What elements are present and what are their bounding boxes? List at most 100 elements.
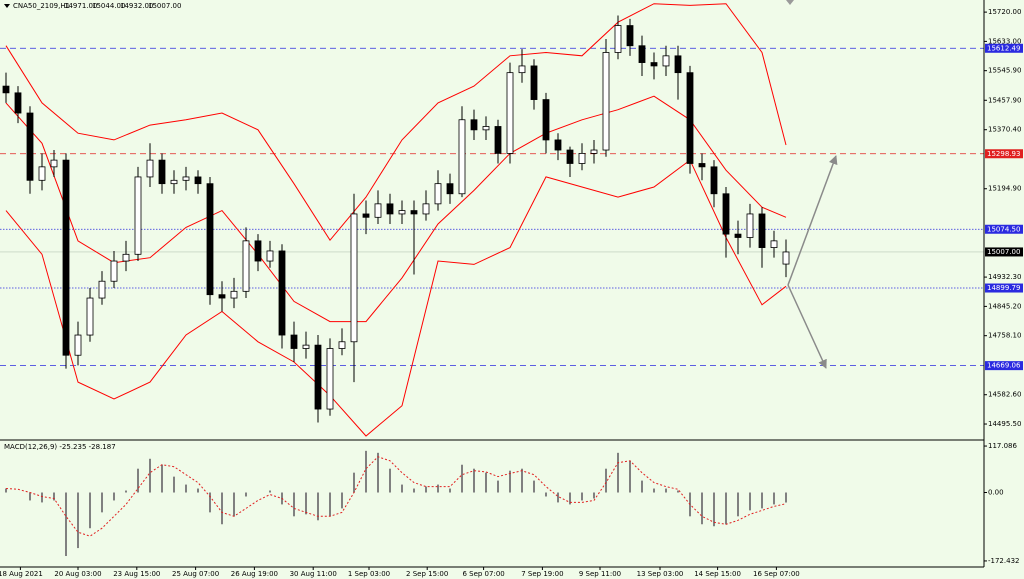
x-tick-label: 18 Aug 2021 — [0, 570, 43, 578]
bollinger-upper — [5, 3, 787, 242]
chart-title: CNA50_2109,H1 — [13, 2, 70, 10]
macd-bar — [77, 492, 79, 549]
macd-bar — [713, 492, 715, 527]
macd-bar — [341, 492, 343, 509]
macd-bar — [749, 492, 751, 511]
macd-bar — [665, 488, 667, 493]
candle-body — [50, 159, 58, 168]
candle-body — [470, 119, 478, 131]
candle-body — [530, 65, 538, 100]
candle-body — [74, 334, 82, 356]
candle-body — [326, 348, 334, 410]
candle-body — [194, 176, 202, 185]
candle-body — [506, 72, 514, 154]
macd-y-tick-label: 0.00 — [988, 489, 1004, 497]
macd-signal — [5, 456, 787, 537]
title-value: 14932.00 — [120, 2, 153, 10]
level-tag — [985, 247, 1023, 257]
menu-icon[interactable] — [4, 4, 10, 8]
candle-body — [278, 250, 286, 336]
macd-bar — [197, 488, 199, 493]
level-tag — [985, 43, 1023, 53]
level-label: 15007.00 — [987, 248, 1020, 256]
macd-bar — [773, 492, 775, 505]
candle-body — [734, 233, 742, 238]
macd-bar — [305, 492, 307, 515]
macd-bar — [401, 484, 403, 493]
candle-body — [650, 62, 658, 67]
projection-arrow — [787, 155, 838, 286]
y-tick-label: 15545.90 — [988, 67, 1021, 75]
macd-y-tick-label: -172.432 — [988, 557, 1019, 565]
macd-bar — [497, 480, 499, 493]
x-tick-label: 2 Sep 15:00 — [406, 570, 448, 578]
macd-bar — [509, 470, 511, 493]
title-value: 15044.00 — [92, 2, 125, 10]
y-tick-label: 14758.10 — [988, 332, 1021, 340]
macd-bar — [533, 480, 535, 493]
macd-bar — [737, 492, 739, 517]
level-tag — [985, 361, 1023, 371]
macd-bar — [293, 492, 295, 517]
macd-bar — [653, 488, 655, 493]
macd-bar — [593, 492, 595, 499]
candle-body — [230, 290, 238, 299]
x-tick-label: 7 Sep 19:00 — [521, 570, 563, 578]
macd-bar — [485, 472, 487, 493]
macd-bar — [557, 492, 559, 503]
scroll-marker — [786, 0, 794, 5]
macd-bar — [149, 458, 151, 493]
candle-body — [302, 344, 310, 349]
level-label: 14669.06 — [987, 362, 1021, 370]
candle-body — [578, 152, 586, 164]
macd-bar — [5, 488, 7, 493]
macd-bar — [569, 492, 571, 505]
macd-bar — [473, 468, 475, 493]
candle-body — [398, 210, 406, 215]
candle-body — [314, 344, 322, 410]
candle-body — [614, 25, 622, 53]
macd-bar — [437, 484, 439, 493]
x-tick-label: 1 Sep 03:00 — [348, 570, 390, 578]
y-tick-label: 15370.40 — [988, 126, 1021, 134]
macd-bar — [449, 488, 451, 493]
macd-bar — [41, 492, 43, 503]
y-tick-label: 14845.20 — [988, 302, 1021, 310]
candle-body — [698, 163, 706, 168]
candle-body — [386, 203, 394, 215]
y-tick-label: 14495.50 — [988, 420, 1021, 428]
candle-body — [158, 159, 166, 185]
y-tick-label: 15633.00 — [988, 37, 1021, 45]
candle-body — [134, 176, 142, 255]
y-tick-label: 14932.30 — [988, 273, 1021, 281]
bollinger-lower — [5, 159, 787, 437]
macd-bar — [701, 492, 703, 525]
candle-body — [746, 213, 754, 238]
level-label: 15074.50 — [987, 225, 1020, 233]
candle-body — [446, 183, 454, 195]
candle-body — [38, 166, 46, 181]
macd-bar — [353, 472, 355, 493]
candle-body — [2, 85, 10, 94]
macd-bar — [521, 468, 523, 493]
macd-bar — [377, 452, 379, 493]
candle-body — [290, 334, 298, 349]
macd-bar — [641, 480, 643, 493]
candle-body — [662, 55, 670, 67]
candle-body — [434, 183, 442, 205]
candle-body — [218, 294, 226, 299]
candle-body — [554, 139, 562, 151]
y-tick-label: 15194.90 — [988, 185, 1021, 193]
candle-body — [566, 149, 574, 164]
candle-body — [722, 193, 730, 235]
candle-body — [518, 65, 526, 74]
macd-bar — [29, 492, 31, 501]
candle-body — [710, 166, 718, 195]
x-tick-label: 30 Aug 11:00 — [290, 570, 337, 578]
candle-body — [482, 126, 490, 131]
candle-body — [110, 260, 118, 282]
macd-bar — [221, 492, 223, 525]
macd-bar — [113, 492, 115, 501]
x-tick-label: 14 Sep 15:00 — [694, 570, 741, 578]
